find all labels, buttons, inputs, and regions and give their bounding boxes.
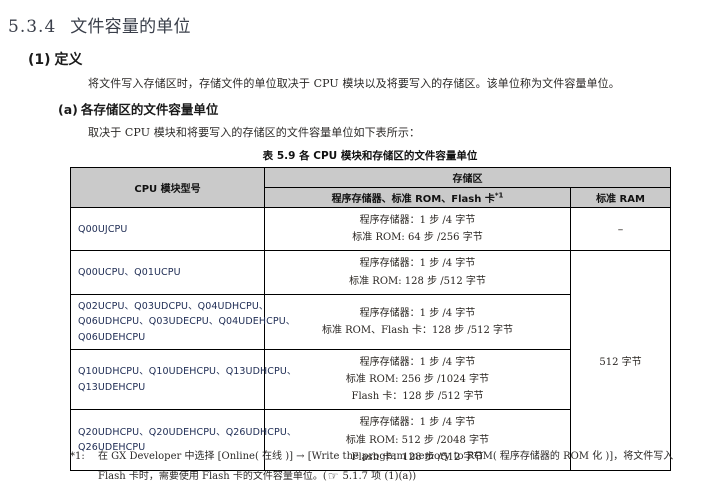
cell-cpu-model: Q00UJCPU <box>70 206 265 252</box>
section-number: 5.3.4 <box>8 17 57 37</box>
header-program-memory-rom-flash-label: 程序存储器、标准 ROM、Flash 卡 <box>331 194 495 205</box>
model-line: Q00UJCPU <box>78 223 128 235</box>
cell-cpu-model: Q10UDHCPU、Q10UDEHCPU、Q13UDHCPU、 Q13UDEHC… <box>70 348 297 411</box>
model-line: Q06UDHCPU、Q03UDECPU、Q04UDEHCPU、 <box>78 316 296 328</box>
level2-title: 各存储区的文件容量单位 <box>80 102 219 117</box>
memory-line: 程序存储器：1 步 /4 字节 <box>359 258 476 270</box>
cell-memory-unit: 程序存储器：1 步 /4 字节 标准 ROM: 64 步 /256 字节 <box>264 206 571 252</box>
level1-title: 定义 <box>54 52 83 68</box>
section-title: 文件容量的单位 <box>70 17 191 37</box>
memory-line: 程序存储器：1 步 /4 字节 <box>359 307 476 319</box>
level2-heading: (a) 各存储区的文件容量单位 <box>58 99 218 118</box>
cell-cpu-model: Q20UDHCPU、Q20UDEHCPU、Q26UDHCPU、 Q26UDEHC… <box>70 409 297 471</box>
header-cpu-model: CPU 模块型号 <box>70 167 265 208</box>
memory-line: 标准 ROM: 64 步 /256 字节 <box>352 232 483 244</box>
footnote-line-2-after: 5.1.7 项 (1)(a)) <box>342 470 417 482</box>
memory-line: Flash 卡：128 步 /512 字节 <box>351 451 484 463</box>
memory-line: Flash 卡：128 步 /512 字节 <box>351 391 484 403</box>
table-row: Q00UCPU、Q01UCPU 程序存储器：1 步 /4 字节 标准 ROM: … <box>70 250 671 471</box>
cell-memory-unit: 程序存储器：1 步 /4 字节 标准 ROM: 128 步 /512 字节 <box>264 250 571 295</box>
cell-cpu-model: Q02UCPU、Q03UDCPU、Q04UDHCPU、 Q06UDHCPU、Q0… <box>70 293 296 350</box>
table-body: Q00UJCPU 程序存储器：1 步 /4 字节 标准 ROM: 64 步 /2… <box>70 206 671 471</box>
model-line: Q26UDEHCPU <box>78 442 146 454</box>
memory-line: 标准 ROM: 128 步 /512 字节 <box>349 275 486 287</box>
footnote-line-2-before: Flash 卡时，需要使用 Flash 卡的文件容量单位。( <box>98 470 327 482</box>
table-header-row-2: 程序存储器、标准 ROM、Flash 卡*1 标准 RAM <box>71 187 671 208</box>
level2-paragraph: 取决于 CPU 模块和将要写入的存储区的文件容量单位如下表所示： <box>88 126 421 139</box>
footnote: *1: 在 GX Developer 中选择 [Online( 在线 )] → … <box>70 447 680 486</box>
table-row: Q20UDHCPU、Q20UDEHCPU、Q26UDHCPU、 Q26UDEHC… <box>70 409 671 471</box>
memory-line: 程序存储器：1 步 /4 字节 <box>359 356 476 368</box>
level1-heading: (1) 定义 <box>28 49 83 69</box>
header-footnote-marker: *1 <box>494 191 504 200</box>
header-standard-ram: 标准 RAM <box>570 187 671 208</box>
footnote-line-2: Flash 卡时，需要使用 Flash 卡的文件容量单位。(☞ 5.1.7 项 (… <box>98 467 680 487</box>
table-head: CPU 模块型号 存储区 程序存储器、标准 ROM、Flash 卡*1 标准 R… <box>70 167 671 208</box>
model-line: Q13UDEHCPU <box>78 381 146 393</box>
table-header-row-1: CPU 模块型号 存储区 <box>70 167 671 208</box>
pointing-hand-icon: ☞ <box>327 468 339 483</box>
model-line: Q20UDHCPU、Q20UDEHCPU、Q26UDHCPU、 <box>78 426 297 438</box>
table-caption: 表 5.9 各 CPU 模块和存储区的文件容量单位 <box>262 150 478 162</box>
memory-line: 程序存储器：1 步 /4 字节 <box>359 215 476 226</box>
cell-memory-unit: 程序存储器：1 步 /4 字节 标准 ROM: 256 步 /1024 字节 F… <box>264 348 571 411</box>
table-row: Q02UCPU、Q03UDCPU、Q04UDHCPU、 Q06UDHCPU、Q0… <box>70 293 671 350</box>
header-program-memory-rom-flash: 程序存储器、标准 ROM、Flash 卡*1 <box>264 187 571 208</box>
cell-memory-unit: 程序存储器：1 步 /4 字节 标准 ROM、Flash 卡：128 步 /51… <box>264 293 571 350</box>
model-line: Q02UCPU、Q03UDCPU、Q04UDHCPU、 <box>78 300 269 312</box>
table-row: Q00UJCPU 程序存储器：1 步 /4 字节 标准 ROM: 64 步 /2… <box>70 206 671 252</box>
cell-standard-ram: – <box>570 206 671 252</box>
level1-paragraph: 将文件写入存储区时，存储文件的单位取决于 CPU 模块以及将要写入的存储区。该单… <box>88 77 620 90</box>
section-heading: 5.3.4 文件容量的单位 <box>8 12 191 37</box>
header-memory-area: 存储区 <box>264 167 671 188</box>
level1-number: (1) <box>28 52 51 68</box>
level2-number: (a) <box>58 102 78 117</box>
cell-standard-ram-merged: 512 字节 <box>570 250 671 471</box>
memory-line: 标准 ROM: 256 步 /1024 字节 <box>345 374 490 386</box>
cell-memory-unit: 程序存储器：1 步 /4 字节 标准 ROM: 512 步 /2048 字节 F… <box>264 409 571 471</box>
file-capacity-unit-table: CPU 模块型号 存储区 程序存储器、标准 ROM、Flash 卡*1 标准 R… <box>70 167 671 471</box>
footnote-marker: *1: <box>70 451 85 462</box>
table-row: Q10UDHCPU、Q10UDEHCPU、Q13UDHCPU、 Q13UDEHC… <box>70 348 671 411</box>
model-line: Q06UDEHCPU <box>78 331 146 343</box>
footnote-line-1: 在 GX Developer 中选择 [Online( 在线 )] → [Wri… <box>98 451 674 462</box>
memory-line: 程序存储器：1 步 /4 字节 <box>359 417 476 429</box>
model-line: Q10UDHCPU、Q10UDEHCPU、Q13UDHCPU、 <box>78 366 297 378</box>
cell-cpu-model: Q00UCPU、Q01UCPU <box>70 250 265 295</box>
memory-line: 标准 ROM: 512 步 /2048 字节 <box>345 434 490 446</box>
memory-line: 标准 ROM、Flash 卡：128 步 /512 字节 <box>321 324 514 336</box>
model-line: Q00UCPU、Q01UCPU <box>78 266 181 278</box>
